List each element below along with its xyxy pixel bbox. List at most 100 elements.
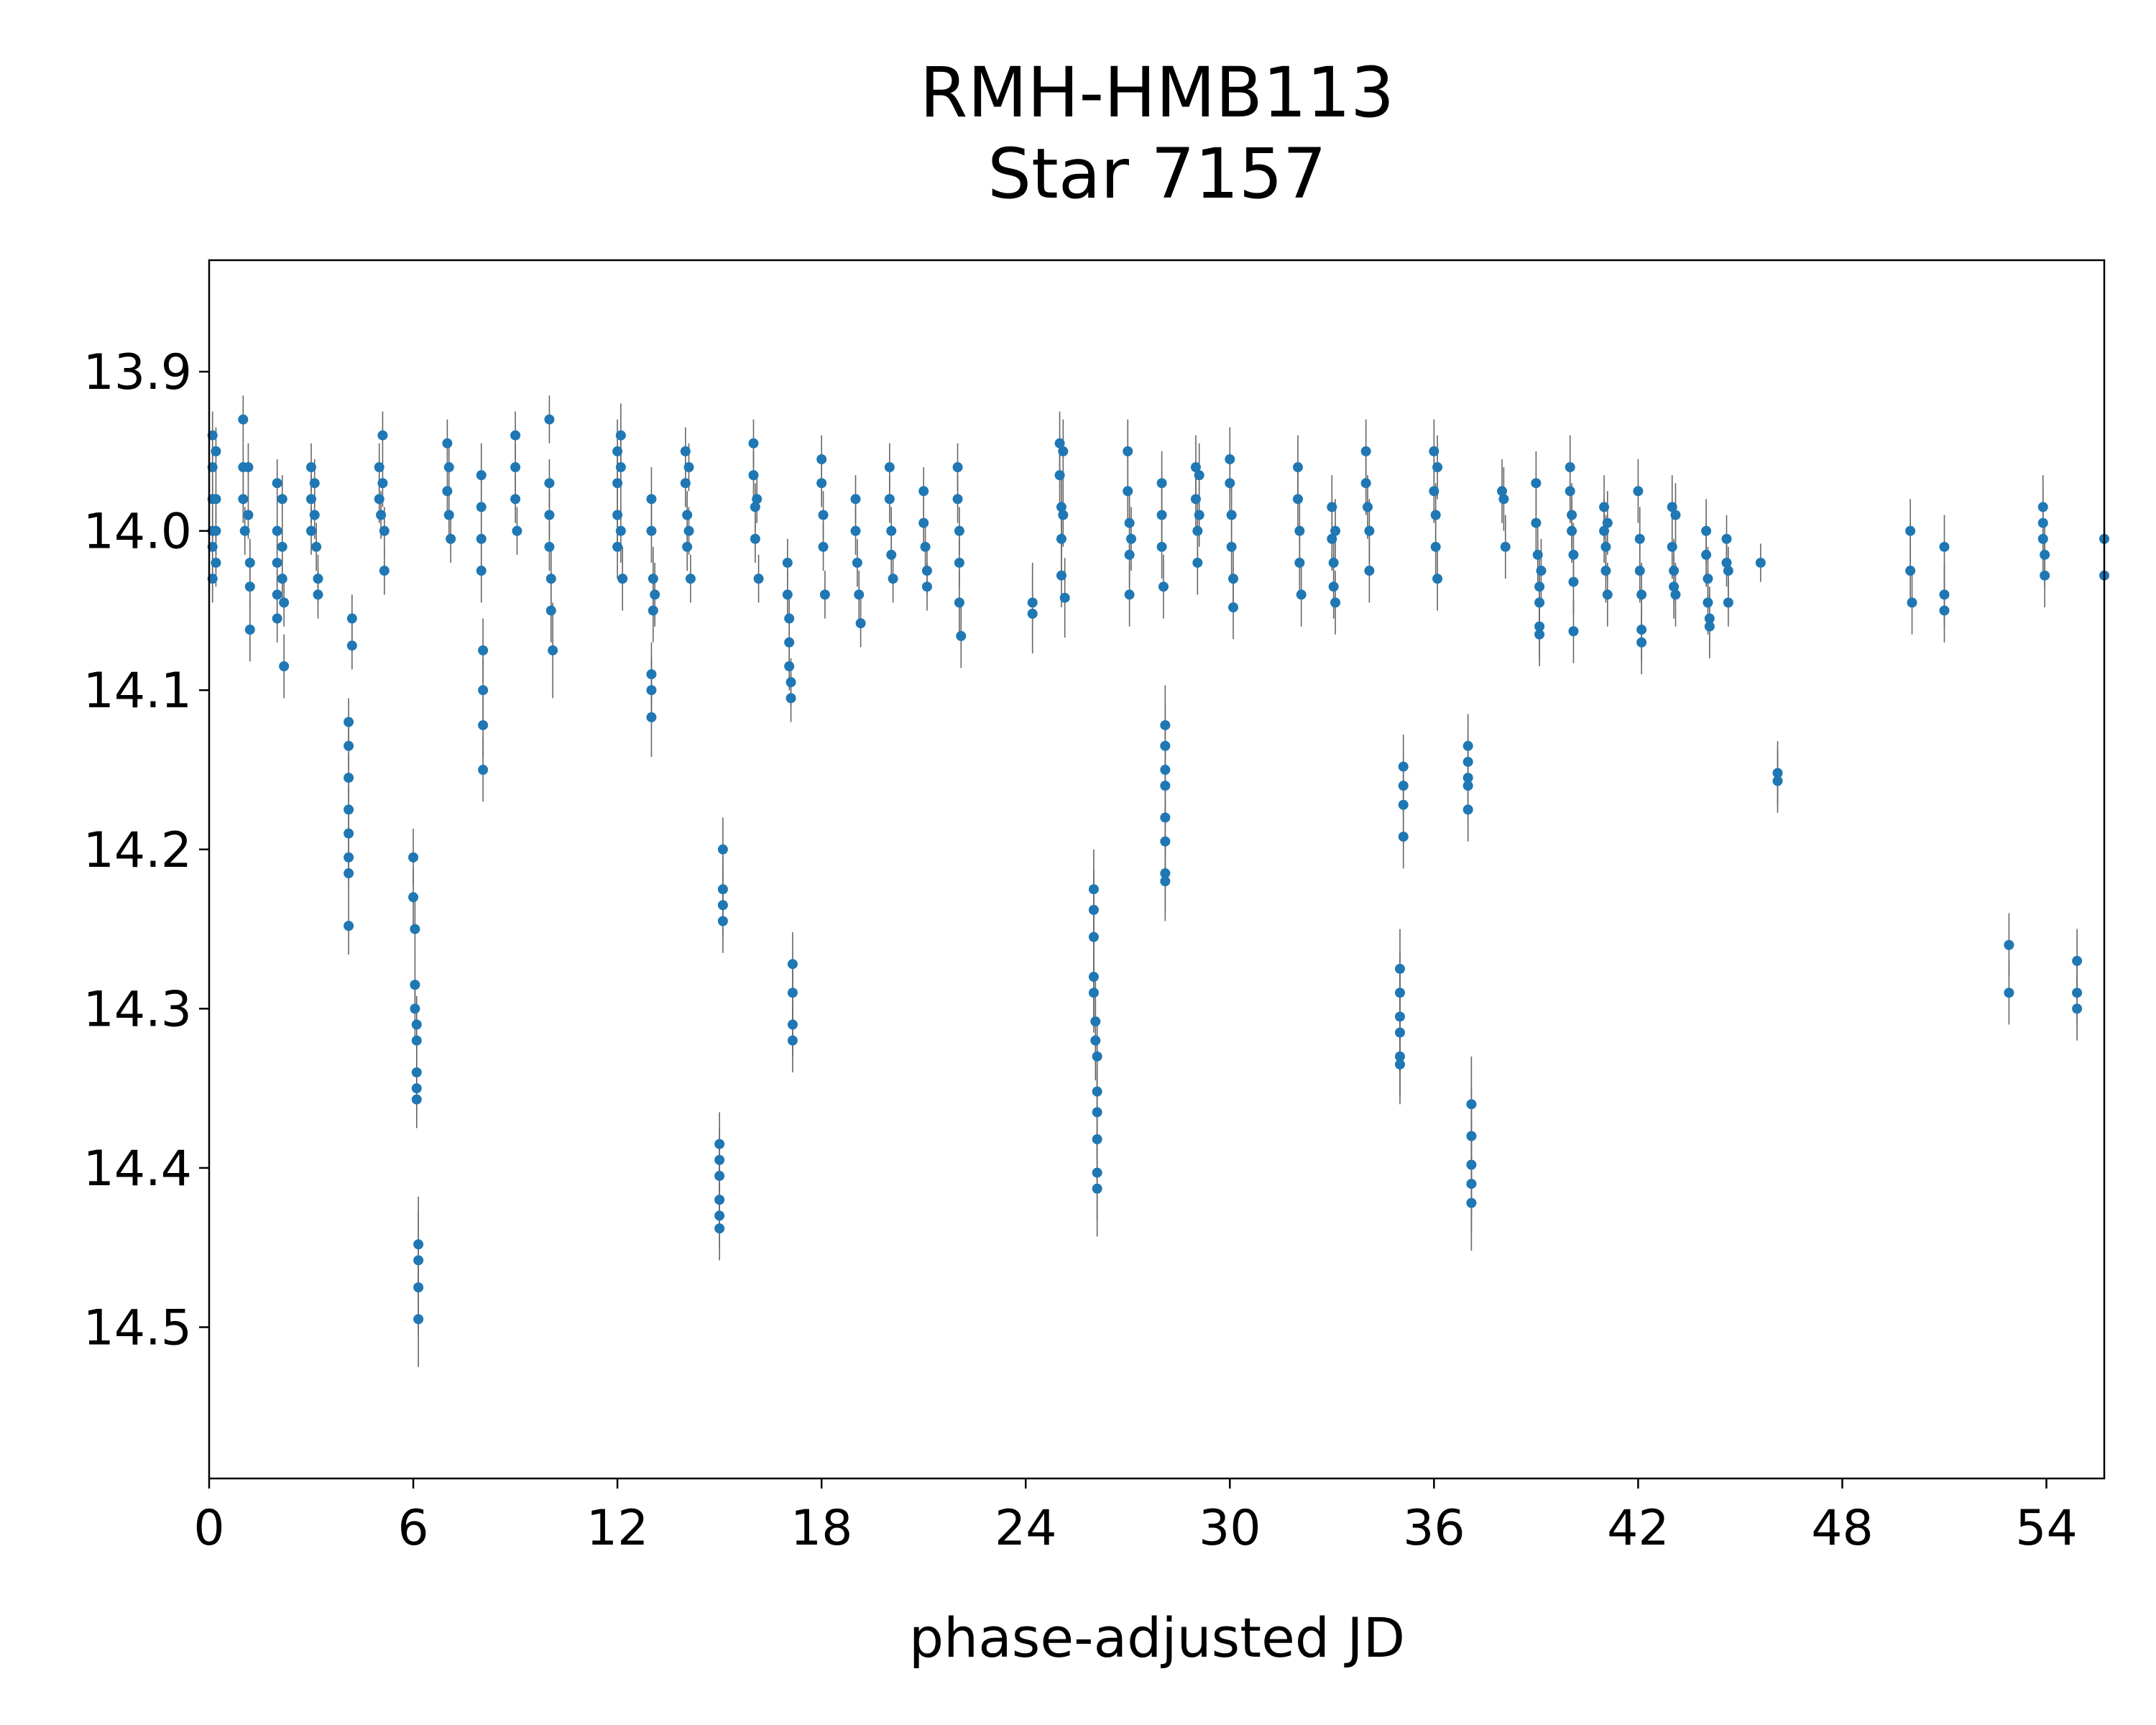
data-point: [954, 525, 964, 536]
data-point: [1669, 566, 1680, 576]
data-point: [1054, 438, 1065, 448]
data-point: [1721, 557, 1732, 568]
data-point: [615, 430, 626, 441]
data-point: [476, 533, 487, 544]
data-point: [1156, 541, 1167, 552]
data-point: [784, 613, 795, 624]
plot-frame: [208, 259, 2106, 1480]
data-point: [311, 541, 322, 552]
data-point: [855, 618, 866, 629]
data-point: [344, 868, 354, 879]
data-point: [1292, 462, 1303, 473]
data-point: [379, 566, 390, 576]
data-point: [476, 470, 487, 481]
data-point: [1567, 525, 1577, 536]
data-point: [1667, 502, 1677, 512]
data-point: [238, 414, 249, 425]
data-point: [346, 640, 357, 651]
data-point: [344, 852, 354, 862]
data-point: [1704, 613, 1715, 624]
x-tick-label: 42: [1607, 1500, 1669, 1557]
data-point: [211, 446, 221, 456]
data-point: [1466, 1159, 1477, 1170]
data-point: [1054, 470, 1065, 481]
data-point: [748, 438, 759, 448]
data-point: [888, 574, 898, 584]
data-point: [1462, 781, 1473, 791]
x-tick-label: 48: [1811, 1500, 1874, 1557]
data-point: [272, 478, 282, 489]
data-point: [548, 645, 558, 656]
data-point: [344, 773, 354, 783]
data-point: [306, 494, 317, 505]
data-point: [1568, 626, 1579, 637]
data-point: [1565, 486, 1575, 497]
data-point: [510, 494, 521, 505]
data-point: [717, 844, 728, 855]
data-point: [1531, 518, 1542, 528]
x-tick-label: 6: [397, 1500, 428, 1557]
data-point: [313, 574, 323, 584]
data-point: [786, 693, 796, 704]
data-point: [1600, 566, 1611, 576]
data-point: [244, 581, 255, 592]
data-point: [884, 462, 895, 473]
y-tick-label: 14.3: [83, 981, 192, 1038]
data-point: [819, 589, 830, 600]
data-point: [1634, 533, 1645, 544]
data-point: [1294, 525, 1305, 536]
data-point: [748, 470, 759, 481]
data-point: [1125, 533, 1136, 544]
data-point: [956, 630, 967, 641]
data-point: [1565, 462, 1575, 473]
data-point: [1190, 462, 1201, 473]
data-point: [1602, 518, 1613, 528]
data-point: [1160, 876, 1171, 887]
data-point: [787, 959, 798, 970]
data-point: [1088, 972, 1099, 983]
data-point: [211, 525, 221, 536]
data-point: [211, 494, 221, 505]
x-tick-label: 30: [1199, 1500, 1261, 1557]
data-point: [244, 557, 255, 568]
data-point: [850, 525, 861, 536]
data-point: [2040, 570, 2050, 581]
data-point: [1124, 518, 1135, 528]
data-point: [1633, 486, 1644, 497]
data-point: [1360, 478, 1371, 489]
data-point: [1088, 905, 1099, 915]
data-point: [279, 661, 290, 671]
data-point: [344, 828, 354, 839]
data-point: [1462, 773, 1473, 783]
data-point: [1398, 832, 1409, 842]
data-point: [344, 717, 354, 727]
data-point: [1395, 1027, 1406, 1038]
data-point: [615, 462, 626, 473]
data-point: [411, 1067, 422, 1077]
data-point: [646, 712, 657, 722]
data-point: [612, 478, 623, 489]
data-point: [411, 1083, 422, 1094]
data-point: [1466, 1197, 1477, 1208]
data-point: [952, 494, 963, 505]
data-point: [1092, 1107, 1102, 1118]
data-point: [2072, 988, 2083, 998]
data-point: [1497, 486, 1508, 497]
data-point: [2072, 1003, 2083, 1014]
data-point: [1429, 486, 1439, 497]
data-point: [1158, 581, 1169, 592]
data-point: [886, 549, 897, 560]
data-point: [377, 478, 388, 489]
data-point: [612, 510, 623, 520]
data-point: [1670, 510, 1681, 520]
data-point: [1123, 486, 1133, 497]
data-point: [646, 669, 657, 680]
data-point: [1500, 541, 1511, 552]
data-point: [411, 1019, 422, 1030]
data-point: [478, 685, 489, 696]
y-axis-ticks: 13.9 14.0 14.1 14.2 14.3 14.4 14.5: [83, 344, 209, 1357]
data-point: [442, 438, 453, 448]
data-point: [1090, 1016, 1101, 1027]
